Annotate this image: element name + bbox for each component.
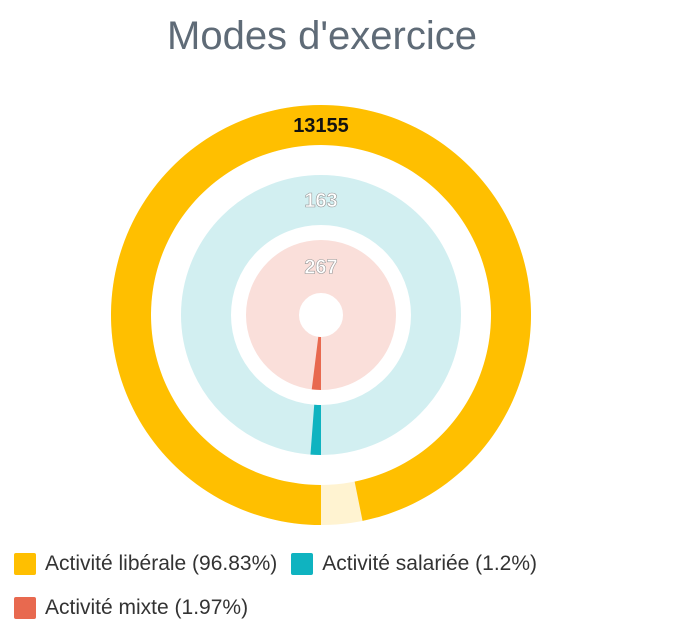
legend-item-salariee[interactable]: Activité salariée (1.2%) <box>291 552 537 576</box>
legend-label-salariee: Activité salariée (1.2%) <box>322 552 538 575</box>
value-label-salariee: 163 <box>304 190 337 212</box>
ring-track-salariee <box>181 175 461 455</box>
ring-bar-liberale[interactable] <box>111 105 532 526</box>
legend-swatch-liberale <box>14 553 36 575</box>
chart-title: Modes d'exercice <box>167 14 477 58</box>
ring-bar-salariee[interactable] <box>310 404 321 455</box>
legend-label-mixte: Activité mixte (1.97%) <box>45 596 249 619</box>
legend: Activité libérale (96.83%) Activité sala… <box>14 548 664 636</box>
value-label-liberale: 13155 <box>293 115 349 137</box>
legend-label-liberale: Activité libérale (96.83%) <box>45 552 278 575</box>
legend-swatch-mixte <box>14 597 36 619</box>
legend-item-liberale[interactable]: Activité libérale (96.83%) <box>14 552 277 576</box>
value-label-mixte: 267 <box>304 257 337 279</box>
ring-bar-mixte[interactable] <box>311 336 321 390</box>
legend-swatch-salariee <box>291 553 314 575</box>
legend-item-mixte[interactable]: Activité mixte (1.97%) <box>14 596 248 620</box>
